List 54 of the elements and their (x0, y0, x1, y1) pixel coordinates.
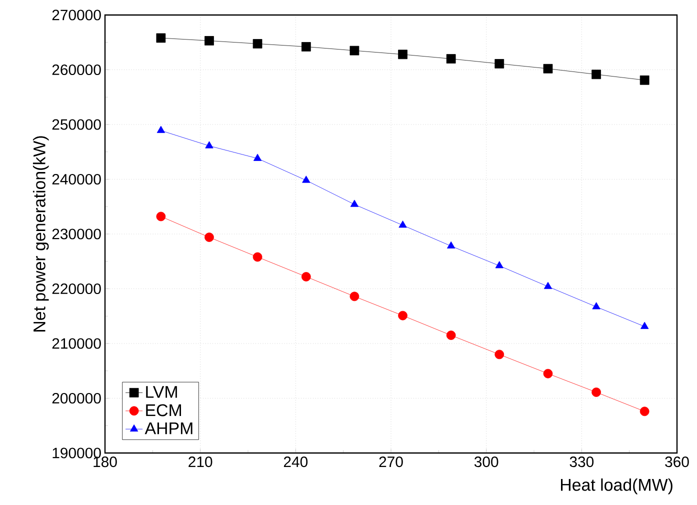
y-tick-label: 260000 (52, 64, 101, 76)
point (252, 39, 262, 48)
y-tick-label: 220000 (52, 283, 101, 294)
point (204, 232, 214, 242)
point (350, 46, 360, 56)
point (446, 54, 456, 64)
point (205, 141, 214, 148)
point (494, 59, 504, 68)
point (640, 322, 649, 329)
point (156, 212, 166, 222)
point (446, 330, 456, 340)
point (446, 241, 456, 248)
point (253, 154, 262, 161)
y-tick-label: 230000 (52, 228, 101, 240)
x-tick-label: 210 (188, 456, 212, 468)
point (301, 272, 311, 282)
point (398, 50, 408, 60)
point (592, 388, 601, 397)
legend-label: ECM (146, 404, 181, 416)
point (350, 200, 359, 207)
y-tick-label: 210000 (52, 338, 101, 349)
y-axis-title: Net power generation(kW) (32, 136, 49, 332)
y-tick-label: 200000 (52, 392, 101, 404)
point (640, 75, 650, 85)
x-tick-label: 300 (474, 456, 498, 468)
x-tick-label: 180 (94, 456, 117, 468)
point (301, 42, 311, 52)
y-tick-label: 270000 (52, 10, 101, 20)
point (544, 282, 552, 289)
x-axis-title: Heat load(MW) (561, 478, 672, 494)
point (494, 350, 504, 360)
point (252, 252, 262, 262)
x-tick-label: 360 (665, 456, 689, 468)
point (302, 176, 310, 183)
legend-label: LVM (146, 386, 177, 398)
point (204, 36, 214, 46)
point (640, 406, 650, 416)
point (350, 292, 360, 302)
x-tick-label: 330 (570, 456, 594, 468)
x-tick-label: 240 (284, 456, 308, 468)
legend-label: AHPM (144, 422, 192, 434)
point (398, 310, 408, 320)
x-tick-label: 270 (379, 456, 403, 468)
point (592, 302, 600, 310)
point (156, 33, 166, 43)
point (495, 261, 504, 268)
point (592, 70, 601, 80)
point (398, 220, 407, 228)
y-tick-label: 240000 (52, 174, 101, 185)
point (543, 64, 553, 74)
y-tick-label: 190000 (52, 448, 101, 458)
y-tick-label: 250000 (52, 119, 101, 130)
point (543, 368, 553, 378)
point (156, 126, 166, 133)
